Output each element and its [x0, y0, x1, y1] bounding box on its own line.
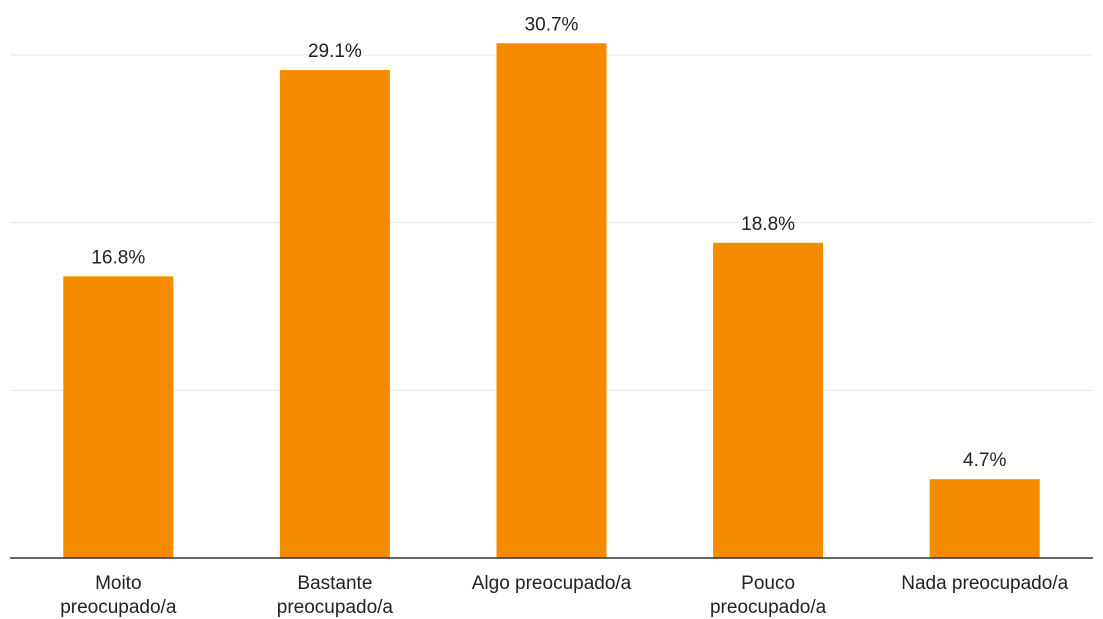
data-label: 16.8%: [91, 247, 145, 268]
value-labels: 16.8% 29.1% 30.7% 18.8% 4.7%: [91, 14, 1006, 471]
x-tick-label: Moito preocupado/a: [60, 573, 177, 618]
x-tick-label: Algo preocupado/a: [472, 573, 632, 594]
bar: [63, 276, 174, 558]
data-label: 4.7%: [963, 450, 1006, 471]
bars: [63, 43, 1040, 559]
bar: [496, 43, 607, 559]
bar: [279, 70, 390, 558]
x-tick-label: Pouco preocupado/a: [710, 573, 827, 618]
data-label: 30.7%: [525, 14, 579, 35]
data-label: 29.1%: [308, 41, 362, 62]
x-tick-label: Bastante preocupado/a: [277, 573, 394, 618]
data-label: 18.8%: [741, 214, 795, 235]
bar: [713, 242, 824, 558]
category-labels: Moito preocupado/a Bastante preocupado/a Alg…: [60, 573, 1068, 618]
bar: [929, 479, 1040, 558]
x-tick-label: Nada preocupado/a: [901, 573, 1068, 594]
